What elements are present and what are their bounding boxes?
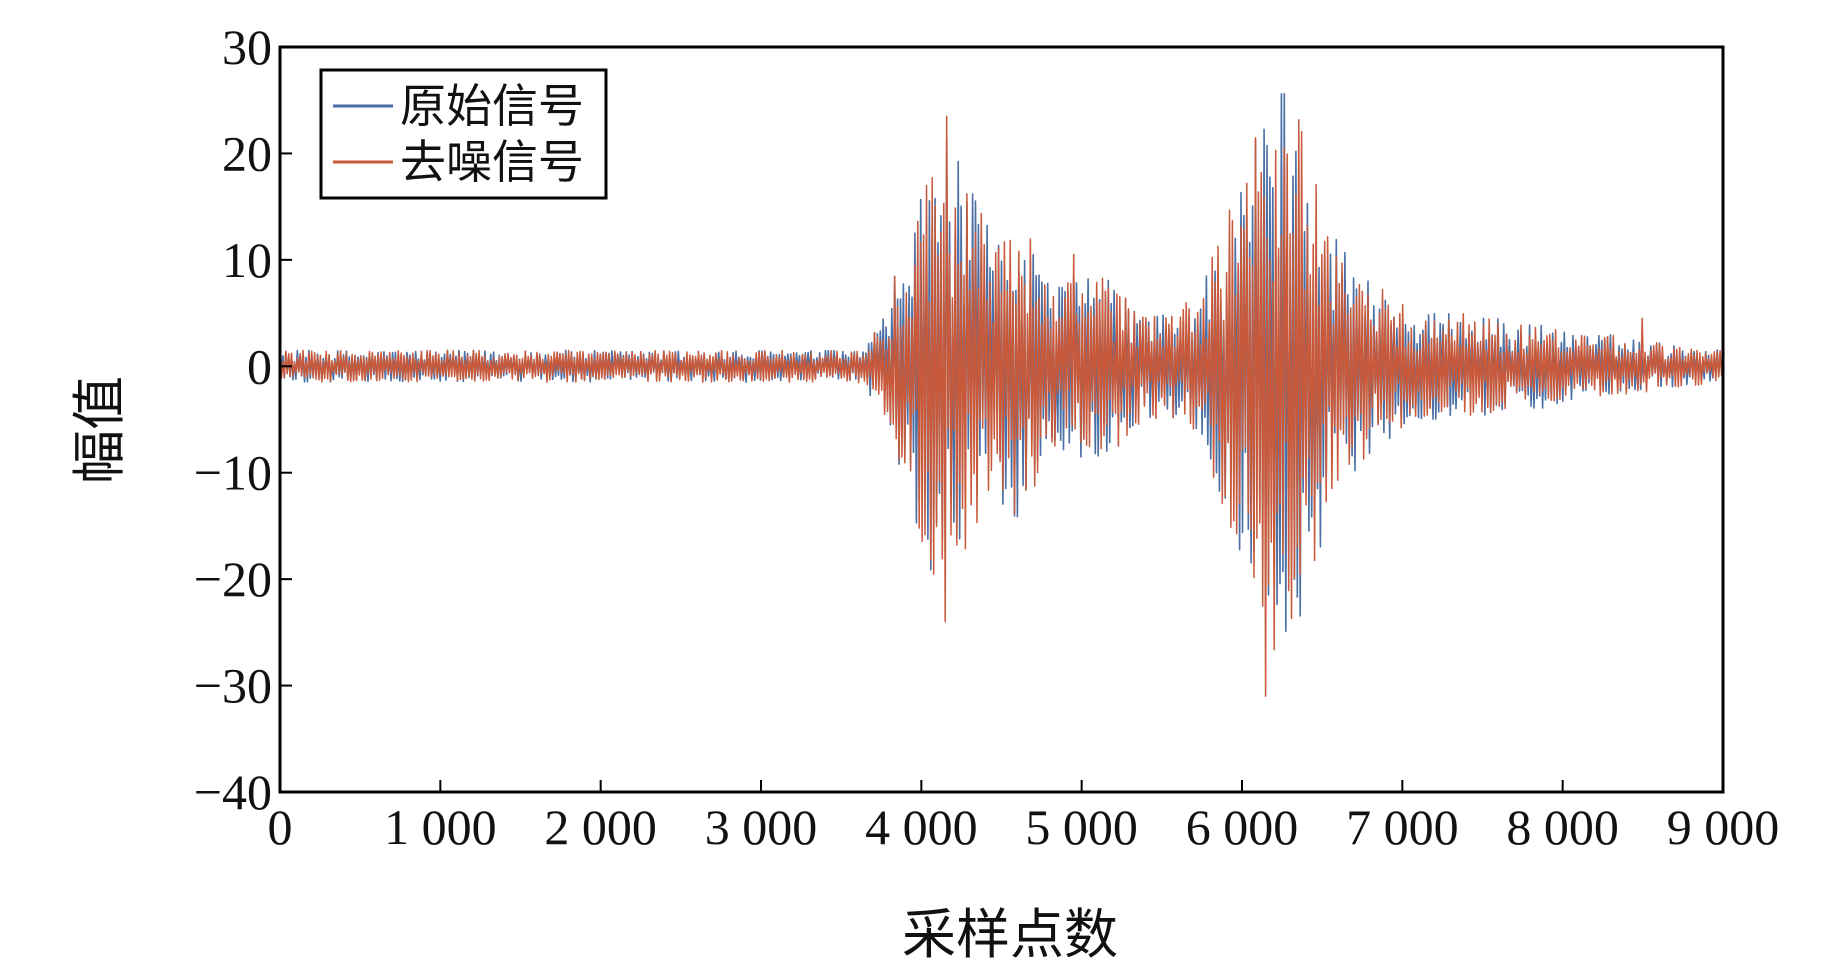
y-tick-label: 30 [222, 19, 272, 75]
y-tick-label: −10 [194, 445, 272, 501]
y-tick-label: −40 [194, 764, 272, 820]
legend-label-denoised: 去噪信号 [400, 137, 584, 188]
x-tick-label: 1 000 [384, 799, 497, 855]
y-axis-title: 幅值 [70, 376, 130, 484]
series-layer [279, 92, 1724, 697]
x-tick-label: 5 000 [1025, 799, 1138, 855]
x-tick-label: 6 000 [1186, 799, 1299, 855]
x-axis-title: 采样点数 [902, 905, 1118, 965]
y-tick-label: −20 [194, 551, 272, 607]
x-tick-label: 7 000 [1346, 799, 1459, 855]
y-tick-label: 10 [222, 232, 272, 288]
y-tick-label: 20 [222, 125, 272, 181]
x-tick-label: 2 000 [544, 799, 657, 855]
x-tick-label: 0 [268, 799, 293, 855]
x-tick-label: 9 000 [1667, 799, 1780, 855]
y-tick-label: −30 [194, 658, 272, 714]
x-tick-label: 8 000 [1506, 799, 1619, 855]
x-tick-label: 4 000 [865, 799, 978, 855]
x-tick-label: 3 000 [705, 799, 818, 855]
legend: 原始信号 去噪信号 [319, 68, 608, 200]
ticks-layer: 0 1 000 2 000 3 000 4 000 5 000 6 000 7 000 8 00… [194, 19, 1779, 855]
y-tick-label: 0 [247, 338, 272, 394]
legend-label-original: 原始信号 [400, 81, 584, 132]
series-denoised-signal-line [279, 115, 1724, 697]
legend-box [319, 68, 608, 200]
plot-frame [278, 45, 1725, 794]
